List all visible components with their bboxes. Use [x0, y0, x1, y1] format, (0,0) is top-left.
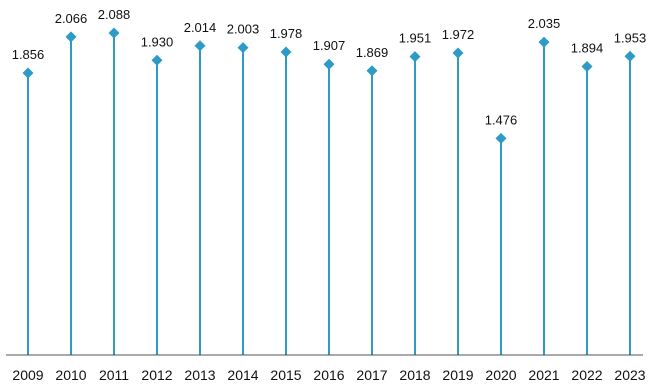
stems-group — [27, 33, 631, 355]
x-tick-label-2023: 2023 — [614, 367, 645, 383]
x-tick-label-2012: 2012 — [141, 367, 172, 383]
data-point-2016 — [323, 58, 335, 70]
data-point-2019 — [452, 47, 464, 59]
x-tick-label-2013: 2013 — [184, 367, 215, 383]
markers-group — [22, 27, 636, 144]
data-point-2010 — [65, 31, 77, 43]
data-label-2015: 1.978 — [270, 26, 303, 41]
x-tick-label-2016: 2016 — [313, 367, 344, 383]
x-tick-label-2010: 2010 — [55, 367, 86, 383]
data-label-2021: 2.035 — [528, 16, 561, 31]
data-label-2022: 1.894 — [571, 40, 604, 55]
data-label-2018: 1.951 — [399, 31, 432, 46]
x-tick-label-2017: 2017 — [356, 367, 387, 383]
x-tick-label-2020: 2020 — [485, 367, 516, 383]
data-label-2023: 1.953 — [614, 30, 647, 45]
data-label-2019: 1.972 — [442, 27, 475, 42]
data-label-2016: 1.907 — [313, 38, 346, 53]
x-tick-label-2019: 2019 — [442, 367, 473, 383]
data-label-2012: 1.930 — [141, 34, 174, 49]
data-point-2014 — [237, 42, 249, 54]
data-label-2017: 1.869 — [356, 45, 389, 60]
data-point-2012 — [151, 54, 163, 66]
data-point-2009 — [22, 67, 34, 79]
data-point-2021 — [538, 36, 550, 48]
x-tick-label-2022: 2022 — [571, 367, 602, 383]
data-label-2011: 2.088 — [98, 7, 131, 22]
x-tick-label-2018: 2018 — [399, 367, 430, 383]
x-tick-labels-group: 2009 2010 2011 2012 2013 2014 2015 2016 2017 2018… — [12, 367, 645, 383]
x-tick-label-2015: 2015 — [270, 367, 301, 383]
data-point-2022 — [581, 60, 593, 72]
data-label-2020: 1.476 — [485, 112, 518, 127]
x-tick-label-2011: 2011 — [99, 367, 129, 383]
x-tick-label-2021: 2021 — [528, 367, 559, 383]
data-point-2011 — [108, 27, 120, 39]
x-tick-label-2014: 2014 — [227, 367, 258, 383]
data-point-2020 — [495, 132, 507, 144]
data-label-2009: 1.856 — [12, 47, 45, 62]
data-point-2013 — [194, 40, 206, 52]
data-labels-group: 1.856 2.066 2.088 1.930 2.014 2.003 1.978 1.907… — [12, 7, 647, 127]
data-label-2013: 2.014 — [184, 20, 217, 35]
x-tick-label-2009: 2009 — [12, 367, 43, 383]
data-label-2014: 2.003 — [227, 22, 260, 37]
data-point-2023 — [624, 50, 636, 62]
data-point-2018 — [409, 51, 421, 63]
data-point-2017 — [366, 65, 378, 77]
data-point-2015 — [280, 46, 292, 58]
data-label-2010: 2.066 — [55, 11, 88, 26]
